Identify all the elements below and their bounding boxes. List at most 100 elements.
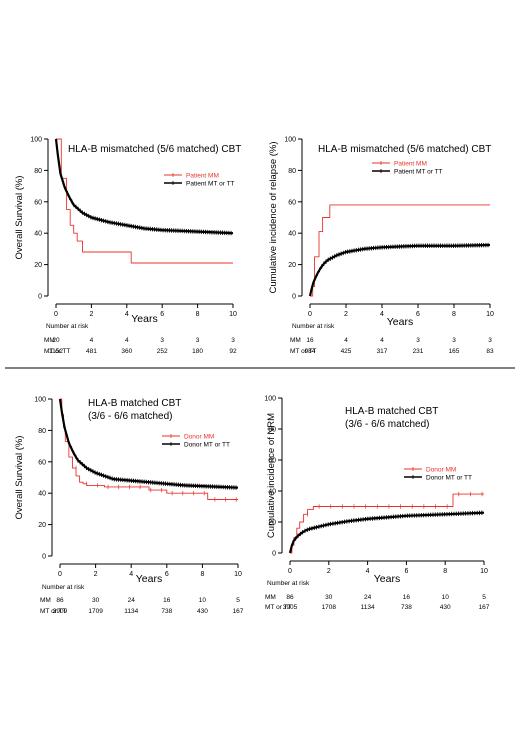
y-tick-label: 100 xyxy=(34,397,46,404)
risk-value: 30 xyxy=(325,594,333,601)
risk-value: 3 xyxy=(196,337,200,344)
chart-panel-1: 0 20 40 60 80 100 0 2 4 6 8 10 Overall Survival (%) Y… xyxy=(14,137,241,356)
legend-label-1: Patient MM xyxy=(394,161,427,168)
y-tick-label: 20 xyxy=(288,262,296,269)
risk-value: 738 xyxy=(161,608,172,615)
x-tick-label: 10 xyxy=(480,568,488,575)
risk-value: 4 xyxy=(344,337,348,344)
risk-value: 231 xyxy=(413,348,424,355)
risk-value: 24 xyxy=(128,597,136,604)
risk-value: 3 xyxy=(231,337,235,344)
risk-value: 3 xyxy=(452,337,456,344)
y-axis-label: Cumulative incidence of relapse (%) xyxy=(268,141,279,293)
risk-value: 4 xyxy=(380,337,384,344)
risk-value: 984 xyxy=(305,348,316,355)
risk-value: 430 xyxy=(197,608,208,615)
x-tick-label: 8 xyxy=(443,568,447,575)
risk-value: 3909 xyxy=(53,608,68,615)
y-tick-label: 40 xyxy=(34,231,42,238)
y-tick-label: 100 xyxy=(30,137,42,144)
risk-value: 5 xyxy=(236,597,240,604)
risk-table-heading: Number at risk xyxy=(46,323,89,330)
x-tick-label: 6 xyxy=(165,571,169,578)
x-tick-label: 0 xyxy=(58,571,62,578)
risk-value: 1709 xyxy=(88,608,103,615)
series-line-1 xyxy=(56,138,233,264)
series-line-2 xyxy=(288,511,485,554)
x-axis-label: Years xyxy=(131,313,157,325)
risk-value: 16 xyxy=(403,594,411,601)
risk-value: 165 xyxy=(449,348,460,355)
y-axis-label: Overall Survival (%) xyxy=(14,176,25,260)
risk-value: 1134 xyxy=(361,604,375,611)
risk-value: 20 xyxy=(52,337,60,344)
risk-value: 3905 xyxy=(283,604,298,611)
x-axis-label: Years xyxy=(387,316,413,328)
risk-value: 252 xyxy=(157,348,168,355)
risk-value: 16 xyxy=(163,597,171,604)
x-tick-label: 4 xyxy=(125,311,129,318)
x-tick-label: 8 xyxy=(200,571,204,578)
x-tick-label: 8 xyxy=(196,311,200,318)
risk-value: 3 xyxy=(416,337,420,344)
risk-value: 4 xyxy=(125,337,129,344)
x-tick-label: 2 xyxy=(89,311,93,318)
x-tick-label: 6 xyxy=(404,568,408,575)
risk-value: 3 xyxy=(488,337,492,344)
legend-label-2: Donor MT or TT xyxy=(426,475,472,482)
risk-table-heading: Number at risk xyxy=(267,580,310,587)
risk-value: 1134 xyxy=(124,608,138,615)
x-tick-label: 6 xyxy=(416,311,420,318)
risk-value: 83 xyxy=(486,348,494,355)
risk-value: 92 xyxy=(229,348,237,355)
chart-title: HLA-B matched CBT xyxy=(345,406,438,417)
risk-value: 360 xyxy=(121,348,132,355)
series-line-1 xyxy=(310,204,490,297)
risk-row-label: MT or TT xyxy=(290,348,317,355)
risk-value: 167 xyxy=(479,604,490,611)
chart-title: HLA-B matched CBT xyxy=(88,398,181,409)
y-tick-label: 60 xyxy=(268,458,276,465)
y-axis-label: Cumulative incidence of NRM xyxy=(266,413,277,538)
x-tick-label: 4 xyxy=(366,568,370,575)
risk-value: 430 xyxy=(440,604,451,611)
risk-row-label: MM xyxy=(44,337,55,344)
x-tick-label: 2 xyxy=(344,311,348,318)
x-axis-label: Years xyxy=(374,573,400,585)
chart-subtitle: (3/6 - 6/6 matched) xyxy=(88,411,172,422)
y-tick-label: 0 xyxy=(272,551,276,558)
legend-label-1: Patient MM xyxy=(186,173,219,180)
series-line-1 xyxy=(290,493,484,554)
y-tick-label: 40 xyxy=(288,231,296,238)
risk-value: 1152 xyxy=(49,348,63,355)
chart-panel-2: 0 20 40 60 80 100 0 2 4 6 8 10 Cumulative incidence … xyxy=(268,137,494,356)
risk-table-heading: Number at risk xyxy=(42,584,85,591)
x-tick-label: 4 xyxy=(380,311,384,318)
risk-row-label: MT or TT xyxy=(44,348,71,355)
risk-value: 30 xyxy=(92,597,100,604)
risk-value: 3 xyxy=(160,337,164,344)
x-tick-label: 8 xyxy=(452,311,456,318)
y-tick-label: 100 xyxy=(284,137,296,144)
risk-row-label: MM xyxy=(265,594,276,601)
series-line-2 xyxy=(308,243,491,297)
legend-label-1: Donor MM xyxy=(184,434,214,441)
risk-row-label: MT or TT xyxy=(40,608,67,615)
legend-label-2: Patient MT or TT xyxy=(186,181,235,188)
chart-title: HLA-B mismatched (5/6 matched) CBT xyxy=(318,144,491,155)
risk-value: 4 xyxy=(90,337,94,344)
chart-subtitle: (3/6 - 6/6 matched) xyxy=(345,419,429,430)
risk-value: 16 xyxy=(306,337,314,344)
x-tick-label: 2 xyxy=(94,571,98,578)
risk-table-heading: Number at risk xyxy=(292,323,335,330)
x-tick-label: 4 xyxy=(129,571,133,578)
y-tick-label: 80 xyxy=(268,427,276,434)
y-tick-label: 60 xyxy=(38,459,46,466)
chart-title: HLA-B mismatched (5/6 matched) CBT xyxy=(68,144,241,155)
y-tick-label: 0 xyxy=(42,554,46,561)
risk-row-label: MT or TT xyxy=(265,604,292,611)
risk-value: 10 xyxy=(199,597,207,604)
